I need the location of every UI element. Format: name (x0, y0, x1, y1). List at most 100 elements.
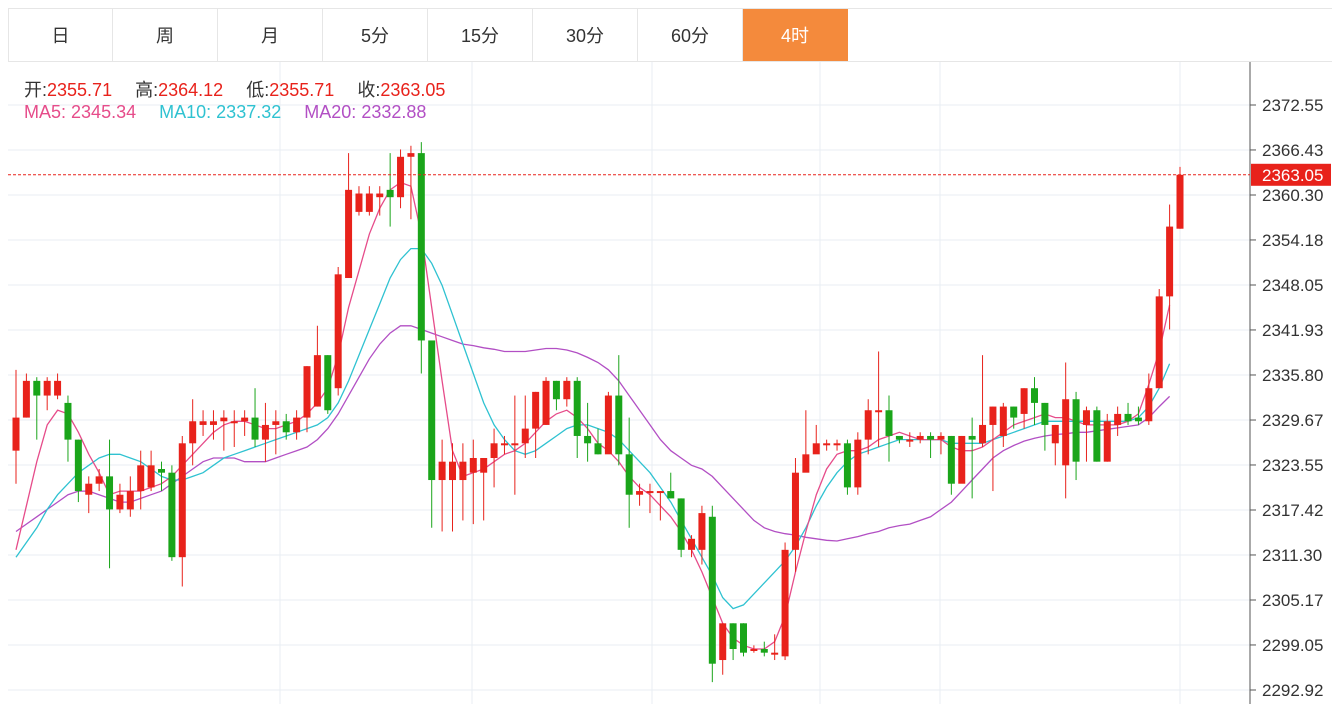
y-tick-label: 2335.80 (1262, 366, 1323, 385)
ma5-value: 2345.34 (71, 102, 137, 122)
candle-body (137, 465, 145, 492)
candle-body (604, 395, 612, 455)
candle-body (22, 380, 30, 418)
period-tab-bar: 日 周 月 5分 15分 30分 60分 4时 (8, 8, 1332, 62)
candle-body (812, 443, 820, 455)
candle-body (843, 443, 851, 488)
candle-body (833, 443, 841, 446)
candle-body (158, 469, 165, 473)
candle-body (386, 189, 394, 198)
candle-body (802, 454, 810, 473)
candle-body (750, 649, 758, 652)
tab-4hour[interactable]: 4时 (743, 9, 848, 61)
candle-body (209, 421, 217, 425)
candle-body (230, 421, 238, 424)
ma20-label: MA20: (304, 102, 357, 122)
candle-body (927, 435, 935, 440)
tab-week[interactable]: 周 (113, 9, 218, 61)
candle-body (272, 421, 280, 425)
candle-body (1145, 388, 1153, 422)
candle-body (594, 443, 602, 455)
candle-body (1176, 174, 1184, 229)
last-price-tag (1251, 163, 1331, 186)
last-price-tag-label: 2363.05 (1262, 166, 1323, 185)
y-tick-label: 2317.42 (1262, 501, 1323, 520)
tab-5min[interactable]: 5分 (323, 9, 428, 61)
candle-body (1051, 424, 1059, 444)
candle-body (532, 391, 540, 429)
y-tick-label: 2311.30 (1262, 546, 1322, 565)
candle-body (563, 380, 571, 400)
candle-body (449, 461, 456, 481)
candle-body (199, 421, 207, 425)
candle-body (667, 491, 675, 499)
tab-60min[interactable]: 60分 (638, 9, 743, 61)
candle-body (688, 538, 696, 550)
candle-body (12, 417, 20, 451)
candle-body (376, 193, 384, 198)
candle-body (791, 472, 799, 550)
candle-body (345, 189, 353, 279)
candle-body (542, 380, 550, 425)
candle-body (54, 380, 62, 396)
candle-body (355, 193, 363, 212)
tab-day[interactable]: 日 (8, 9, 113, 61)
candle-body (116, 494, 124, 510)
y-tick-label: 2299.05 (1262, 636, 1323, 655)
low-label: 低: (246, 80, 270, 100)
candle-body (85, 483, 93, 495)
candle-body (916, 435, 924, 440)
candle-body (521, 428, 529, 444)
high-label: 高: (135, 80, 159, 100)
candle-body (906, 439, 914, 442)
candle-body (147, 465, 155, 488)
candle-body (573, 380, 581, 436)
y-tick-label: 2329.67 (1262, 411, 1323, 430)
candle-body (698, 513, 706, 550)
candle-body (438, 461, 446, 481)
candle-body (365, 193, 373, 212)
low-value: 2355.71 (269, 80, 335, 100)
candle-body (241, 417, 249, 422)
candle-body (937, 435, 945, 440)
candle-body (999, 406, 1007, 436)
candle-body (864, 410, 872, 440)
candle-body (189, 421, 197, 444)
y-tick-label: 2354.18 (1262, 231, 1323, 250)
candle-body (417, 153, 425, 341)
candle-body (708, 516, 716, 664)
candle-body (469, 457, 477, 473)
candle-body (885, 410, 893, 436)
candle-body (979, 424, 987, 444)
candle-body (771, 652, 779, 655)
tab-month[interactable]: 月 (218, 9, 323, 61)
candle-body (1072, 399, 1080, 462)
candle-body (428, 340, 436, 481)
candle-body (646, 491, 654, 494)
high-value: 2364.12 (158, 80, 224, 100)
candle-body (1103, 421, 1111, 462)
candle-body (1082, 410, 1090, 425)
candle-body (74, 439, 82, 492)
tab-30min[interactable]: 30分 (533, 9, 638, 61)
candle-body (500, 443, 508, 446)
tab-15min[interactable]: 15分 (428, 9, 533, 61)
candle-body (947, 435, 955, 484)
candle-body (968, 435, 976, 440)
candle-body (324, 355, 332, 411)
ohlc-readout: 开:2355.71 高:2364.12 低:2355.71 收:2363.05 (24, 76, 445, 102)
ma10-value: 2337.32 (216, 102, 282, 122)
candle-body (64, 402, 72, 440)
candle-body (95, 476, 103, 484)
y-tick-label: 2348.05 (1262, 276, 1323, 295)
candle-body (1134, 417, 1142, 422)
candle-body (854, 439, 862, 488)
ma5-line (15, 181, 1171, 650)
candle-body (1010, 406, 1018, 418)
candle-body (823, 443, 831, 446)
close-label: 收: (357, 80, 381, 100)
candle-body (895, 435, 903, 440)
y-tick-label: 2372.55 (1262, 96, 1323, 115)
candle-body (625, 454, 633, 495)
